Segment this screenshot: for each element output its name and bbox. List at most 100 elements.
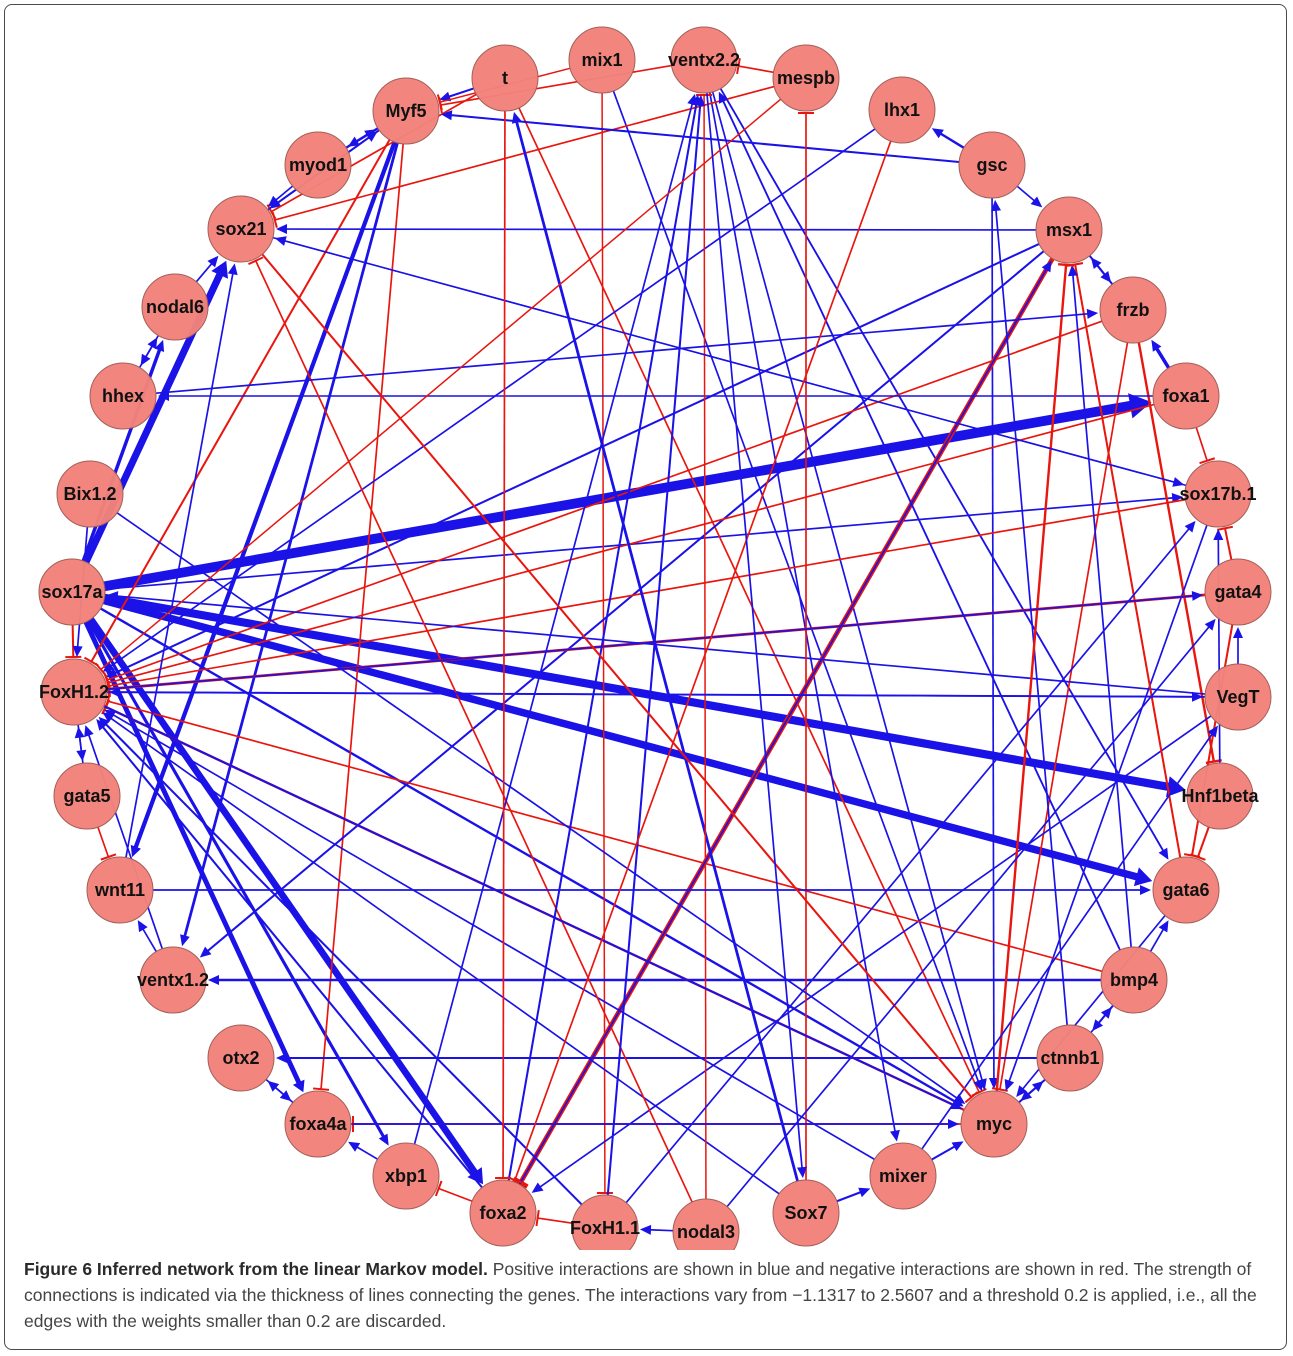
activation-arrowhead xyxy=(718,91,729,104)
edge-line xyxy=(106,320,1103,681)
inhibition-bar xyxy=(736,58,741,75)
gene-node-circle xyxy=(89,362,157,430)
gene-node-msx1: msx1 xyxy=(1035,196,1103,264)
gene-node-VegT: VegT xyxy=(1204,663,1272,731)
activation-arrowhead xyxy=(137,920,148,933)
caption-text: Positive interactions are shown in blue … xyxy=(24,1259,1257,1331)
activation-arrowhead xyxy=(378,1133,389,1146)
edge-Sox7-mixer xyxy=(836,1187,871,1203)
gene-node-label: foxa4a xyxy=(289,1114,347,1134)
edge-VegT-sox17a xyxy=(106,591,1206,695)
activation-arrowhead xyxy=(105,668,118,678)
edge-mespb-FoxH1.2 xyxy=(94,98,782,677)
edge-line xyxy=(90,139,391,663)
edge-nodal6-sox21 xyxy=(195,255,219,283)
edge-myod1-Myf5 xyxy=(345,129,377,149)
edge-sox17a-foxa1 xyxy=(103,393,1152,592)
edge-line xyxy=(155,312,1090,395)
activation-arrowhead xyxy=(1184,520,1196,533)
activation-arrowhead xyxy=(467,1167,484,1185)
edge-VegT-gata4 xyxy=(1233,627,1243,664)
activation-arrowhead xyxy=(1151,339,1162,352)
activation-arrowhead xyxy=(950,1099,963,1110)
edge-line xyxy=(721,99,1121,951)
edge-mix1-FoxH1.1 xyxy=(596,92,613,1195)
activation-arrowhead xyxy=(1191,590,1204,601)
network-diagram: t mix1 ventx2.2 mespb lhx1 gsc msx1 frzb foxa1 so… xyxy=(38,26,1272,1250)
edge-line xyxy=(83,620,302,1086)
activation-arrowhead xyxy=(98,716,110,729)
inhibition-bar xyxy=(1190,853,1206,861)
edge-line xyxy=(345,132,370,149)
edge-line xyxy=(107,403,1155,684)
edge-Sox7-FoxH1.2 xyxy=(102,712,780,1195)
activation-arrowhead xyxy=(276,1053,287,1063)
activation-arrowhead xyxy=(440,110,453,121)
edge-FoxH1.1-foxa2 xyxy=(535,1210,573,1227)
activation-arrowhead xyxy=(1191,691,1204,702)
edge-msx1-FoxH1.2 xyxy=(105,242,1040,678)
gene-node-sox21: sox21 xyxy=(207,195,275,263)
edge-gsc-myc xyxy=(988,197,999,1090)
gene-node-sox17b.1: sox17b.1 xyxy=(1179,460,1257,528)
edge-line xyxy=(447,87,475,99)
edge-frzb-msx1 xyxy=(1090,257,1114,285)
edge-gsc-msx1 xyxy=(1016,185,1043,208)
edge-line xyxy=(108,498,1186,687)
nodes-layer: t mix1 ventx2.2 mespb lhx1 gsc msx1 frzb foxa1 so… xyxy=(38,26,1272,1250)
edge-line xyxy=(648,1228,674,1232)
edge-line xyxy=(738,65,774,74)
activation-arrowhead xyxy=(275,224,288,235)
edge-line xyxy=(141,927,157,952)
edge-line xyxy=(706,92,803,1170)
activation-arrowhead xyxy=(1100,1007,1112,1019)
gene-node-label: foxa2 xyxy=(479,1203,526,1223)
gene-node-label: myc xyxy=(976,1114,1012,1134)
gene-node-label: msx1 xyxy=(1046,220,1092,240)
activation-arrowhead xyxy=(102,661,115,672)
gene-node-label: ctnnb1 xyxy=(1040,1048,1099,1068)
edge-FoxH1.2-gata5 xyxy=(76,724,87,762)
gene-node-ctnnb1: ctnnb1 xyxy=(1036,1024,1104,1092)
edge-foxa2-FoxH1.2 xyxy=(96,719,483,1189)
edge-line xyxy=(272,236,1176,484)
gene-node-gata4: gata4 xyxy=(1204,558,1272,626)
edge-msx1-ventx1.2 xyxy=(199,250,1045,958)
gene-node-mixer: mixer xyxy=(869,1142,937,1210)
activation-arrowhead xyxy=(796,1166,807,1179)
edge-line xyxy=(625,527,1191,1204)
gene-node-label: ventx1.2 xyxy=(137,970,209,990)
gene-node-circle xyxy=(1099,276,1167,344)
gene-node-circle xyxy=(1036,1024,1104,1092)
edge-gata4-sox17b.1 xyxy=(1216,525,1234,560)
edge-gata5-wnt11 xyxy=(97,826,117,861)
edge-line xyxy=(97,826,110,858)
gene-node-myc: myc xyxy=(960,1090,1028,1158)
edge-line xyxy=(265,1078,286,1097)
gene-node-label: sox17a xyxy=(41,582,103,602)
gene-node-circle xyxy=(1204,558,1272,626)
activation-arrowhead xyxy=(511,111,522,124)
gene-node-label: xbp1 xyxy=(385,1166,427,1186)
edge-line xyxy=(931,1144,957,1161)
edge-line xyxy=(438,1187,473,1203)
activation-arrowhead xyxy=(953,1093,966,1104)
gene-node-foxa1: foxa1 xyxy=(1152,362,1220,430)
edge-line xyxy=(537,1217,573,1225)
edge-line xyxy=(502,110,506,1179)
gene-node-label: mixer xyxy=(879,1166,927,1186)
edge-line xyxy=(1074,264,1182,858)
activation-arrowhead xyxy=(227,263,238,276)
activation-arrowhead xyxy=(211,260,228,279)
gene-node-label: nodal3 xyxy=(677,1222,735,1242)
gene-node-circle xyxy=(672,1198,740,1250)
gene-node-circle xyxy=(1152,856,1220,924)
gene-node-circle xyxy=(1184,460,1252,528)
activation-arrowhead xyxy=(948,1119,959,1129)
activation-arrowhead xyxy=(1233,627,1243,638)
gene-node-circle xyxy=(40,658,108,726)
gene-node-label: VegT xyxy=(1216,687,1259,707)
edge-gsc-lhx1 xyxy=(931,128,965,149)
edge-line xyxy=(355,1145,379,1160)
gene-node-otx2: otx2 xyxy=(207,1024,275,1092)
